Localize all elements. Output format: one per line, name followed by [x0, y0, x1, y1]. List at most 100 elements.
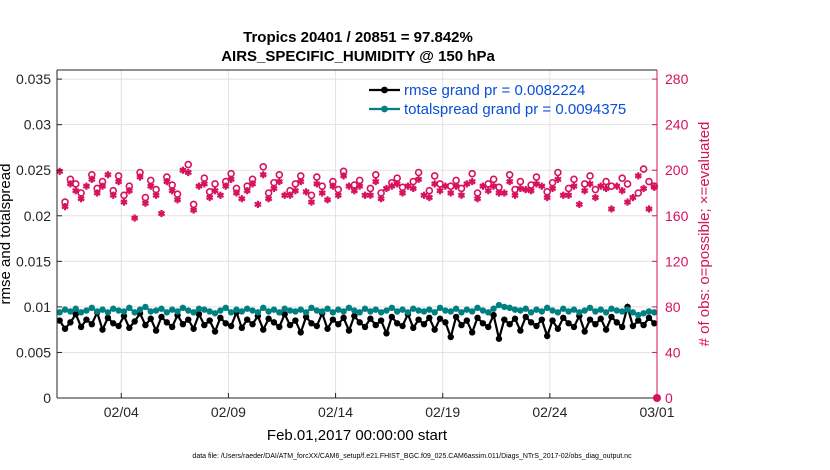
totalspread-point	[329, 309, 337, 316]
rmse-point	[185, 316, 192, 323]
totalspread-point	[442, 307, 449, 314]
rmse-point	[356, 319, 363, 326]
rmse-point	[329, 316, 337, 323]
point-evaluated	[131, 214, 139, 222]
point-evaluated	[532, 180, 541, 188]
totalspread-point	[635, 311, 642, 319]
rmse-point	[201, 321, 208, 329]
point-evaluated	[243, 187, 251, 195]
rmse-point	[415, 316, 422, 323]
totalspread-point	[297, 306, 304, 313]
totalspread-point	[485, 309, 492, 316]
point-possible	[446, 182, 455, 190]
totalspread-point	[613, 307, 621, 314]
totalspread-point	[399, 306, 406, 313]
point-evaluated	[216, 191, 225, 199]
totalspread-point	[361, 305, 369, 312]
rmse-point	[570, 323, 578, 331]
totalspread-point	[211, 310, 219, 317]
rmse-point	[410, 324, 417, 332]
point-evaluated	[93, 189, 101, 197]
point-possible	[532, 173, 541, 181]
point-evaluated	[88, 175, 96, 183]
point-evaluated	[297, 178, 305, 186]
point-evaluated	[388, 182, 396, 190]
rmse-point	[88, 321, 96, 328]
rmse-point	[420, 321, 428, 328]
point-evaluated	[393, 180, 401, 188]
point-evaluated	[275, 178, 283, 186]
y-tick-label-left: 0.02	[24, 208, 51, 224]
point-possible	[211, 180, 219, 188]
totalspread-point	[88, 304, 96, 311]
totalspread-point	[490, 305, 497, 312]
totalspread-point	[533, 306, 540, 313]
point-evaluated	[495, 189, 503, 197]
rmse-point	[458, 321, 465, 329]
totalspread-point	[388, 304, 396, 311]
point-possible	[570, 175, 578, 184]
point-possible	[618, 174, 626, 182]
totalspread-point	[436, 304, 444, 311]
rmse-point	[527, 319, 535, 326]
totalspread-point	[206, 308, 213, 315]
point-evaluated	[516, 184, 525, 193]
totalspread-point	[131, 309, 138, 316]
rmse-point	[393, 320, 401, 327]
rmse-point	[517, 327, 524, 334]
point-evaluated	[463, 180, 471, 188]
y-tick-label-right: 200	[665, 162, 689, 178]
totalspread-point	[313, 307, 321, 314]
rmse-point	[313, 322, 321, 330]
point-evaluated	[313, 180, 321, 188]
rmse-point	[645, 314, 653, 322]
point-evaluated	[291, 187, 300, 195]
rmse-point	[426, 314, 433, 322]
y-tick-label-left: 0.01	[24, 299, 51, 315]
rmse-point	[367, 315, 374, 322]
totalspread-point	[195, 305, 203, 312]
point-evaluated	[431, 180, 439, 188]
y-tick-label-right: 120	[665, 253, 689, 269]
point-evaluated	[618, 187, 626, 195]
totalspread-point	[99, 306, 106, 313]
point-evaluated	[441, 182, 450, 190]
rmse-point	[383, 330, 390, 337]
totalspread-point	[565, 308, 572, 315]
point-possible	[120, 191, 128, 200]
point-evaluated	[639, 184, 648, 193]
rmse-point	[474, 314, 481, 322]
totalspread-point	[586, 304, 594, 311]
point-evaluated	[506, 178, 514, 186]
totalspread-point	[651, 309, 658, 316]
point-evaluated	[211, 187, 219, 195]
rmse-point	[608, 313, 615, 321]
totalspread-point	[158, 305, 165, 312]
totalspread-point	[201, 306, 208, 313]
point-evaluated	[489, 182, 498, 190]
rmse-point	[468, 329, 476, 336]
totalspread-point	[581, 307, 588, 314]
totalspread-point	[345, 304, 353, 311]
point-evaluated	[307, 198, 316, 206]
rmse-point	[147, 315, 154, 322]
totalspread-point	[72, 305, 79, 312]
point-evaluated	[163, 178, 171, 186]
rmse-point	[388, 313, 396, 321]
rmse-point	[345, 327, 353, 334]
point-possible	[71, 180, 80, 188]
rmse-point	[77, 323, 85, 331]
rmse-point	[351, 312, 358, 320]
point-evaluated	[339, 172, 348, 180]
rmse-point	[211, 328, 219, 335]
totalspread-point	[67, 308, 74, 315]
rmse-point	[495, 335, 503, 342]
totalspread-point	[602, 309, 610, 316]
point-evaluated	[484, 187, 492, 195]
totalspread-point	[517, 307, 524, 314]
point-evaluated	[457, 191, 466, 199]
totalspread-point	[393, 308, 401, 315]
point-evaluated	[575, 200, 583, 208]
totalspread-point	[538, 308, 546, 315]
point-evaluated	[157, 209, 166, 218]
